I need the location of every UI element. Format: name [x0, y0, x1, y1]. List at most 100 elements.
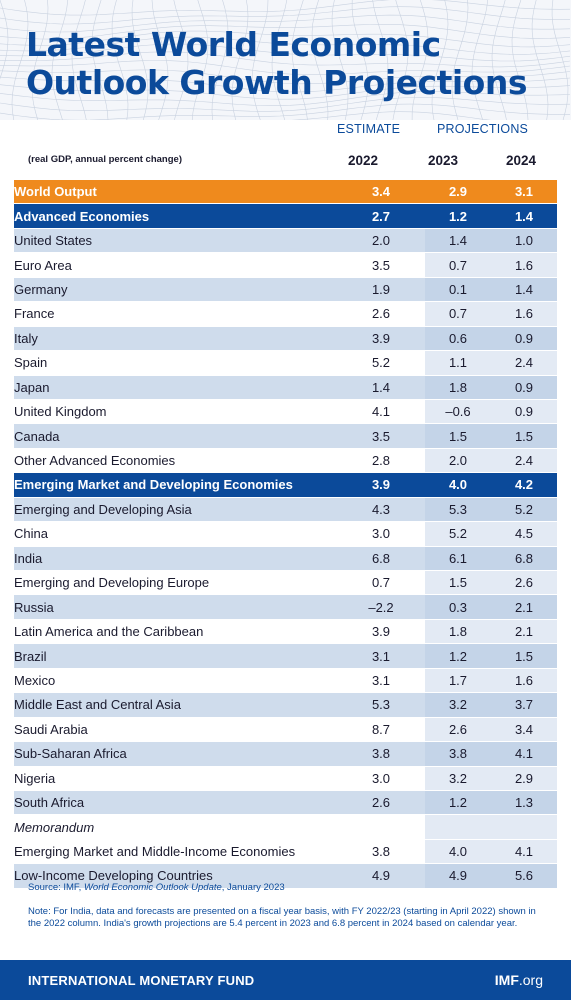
table-row: Euro Area 3.5 0.7 1.6	[14, 252, 557, 278]
mesh-line	[0, 84, 571, 100]
title-line-1: Latest World Economic	[26, 25, 441, 64]
mesh-line	[531, 0, 549, 120]
table-row: Latin America and the Caribbean 3.9 1.8 2.1	[14, 619, 557, 645]
value-2022: 3.1	[337, 668, 425, 694]
site-bold: IMF	[494, 972, 519, 988]
table-row: Low-Income Developing Countries 4.9 4.9 5.6	[14, 863, 557, 889]
value-2024: 2.4	[491, 448, 557, 474]
mesh-line	[451, 0, 469, 120]
row-label: Emerging Market and Middle-Income Econom…	[14, 839, 337, 865]
row-label: United Kingdom	[14, 399, 337, 425]
value-2023: 0.7	[425, 301, 491, 327]
mesh-line	[431, 0, 449, 120]
value-2023: 3.2	[425, 692, 491, 718]
row-label: Emerging Market and Developing Economies	[14, 472, 337, 498]
value-2022: 3.9	[337, 472, 425, 498]
mesh-line	[331, 0, 349, 120]
table-row: Saudi Arabia 8.7 2.6 3.4	[14, 717, 557, 743]
year-2023-header: 2023	[428, 153, 459, 168]
value-2022: 3.0	[337, 521, 425, 547]
value-2024: 1.5	[491, 643, 557, 669]
table-row: Emerging and Developing Europe 0.7 1.5 2.6	[14, 570, 557, 596]
footer-website-link[interactable]: IMF.org	[495, 972, 543, 988]
row-label: India	[14, 546, 337, 572]
value-2023: 3.8	[425, 741, 491, 767]
unit-note: (real GDP, annual percent change)	[28, 154, 182, 165]
table-row: Russia –2.2 0.3 2.1	[14, 594, 557, 620]
table-row: United Kingdom 4.1 –0.6 0.9	[14, 399, 557, 425]
row-label: Italy	[14, 326, 337, 352]
value-2022: 4.3	[337, 497, 425, 523]
row-label: Other Advanced Economies	[14, 448, 337, 474]
mesh-line	[71, 0, 87, 120]
value-2023: 1.2	[425, 643, 491, 669]
value-2022: 6.8	[337, 546, 425, 572]
table-row: China 3.0 5.2 4.5	[14, 521, 557, 547]
row-label: Latin America and the Caribbean	[14, 619, 337, 645]
year-2024-header: 2024	[506, 153, 537, 168]
row-label: Brazil	[14, 643, 337, 669]
value-2024: 1.0	[491, 228, 557, 254]
row-label: Japan	[14, 375, 337, 400]
table-row: Italy 3.9 0.6 0.9	[14, 326, 557, 352]
value-2024: 0.9	[491, 326, 557, 352]
value-2024: 2.6	[491, 570, 557, 596]
mesh-line	[0, 36, 571, 55]
value-2022: 2.0	[337, 228, 425, 254]
value-2023: –0.6	[425, 399, 491, 425]
mesh-line	[392, 0, 409, 120]
value-2023: 5.3	[425, 497, 491, 523]
table-row: World Output 3.4 2.9 3.1	[14, 180, 557, 205]
mesh-line	[511, 0, 529, 120]
value-2024: 1.5	[491, 423, 557, 449]
value-2023: 1.2	[425, 790, 491, 816]
row-label: Russia	[14, 594, 337, 620]
value-2022: 0.7	[337, 570, 425, 596]
mesh-line	[0, 14, 571, 33]
mesh-line	[0, 97, 571, 112]
growth-projections-table: World Output 3.4 2.9 3.1 Advanced Economies 2…	[14, 180, 557, 889]
source-suffix: , January 2023	[221, 882, 285, 893]
value-2023: 3.2	[425, 766, 491, 791]
value-2023: 1.4	[425, 228, 491, 254]
mesh-line	[0, 23, 571, 40]
value-2022: 3.9	[337, 326, 425, 352]
value-2022: 2.7	[337, 203, 425, 229]
mesh-line	[151, 0, 169, 120]
mesh-line	[0, 51, 571, 68]
source-title: World Economic Outlook Update	[83, 882, 222, 893]
mesh-line	[372, 0, 389, 120]
mesh-line	[351, 0, 369, 120]
value-2024: 1.6	[491, 668, 557, 694]
value-2024: 4.1	[491, 839, 557, 865]
mesh-line	[291, 0, 308, 120]
row-label: Emerging and Developing Europe	[14, 570, 337, 596]
value-2022: 2.6	[337, 301, 425, 327]
row-label: Sub-Saharan Africa	[14, 741, 337, 767]
mesh-line	[111, 0, 129, 120]
row-label: China	[14, 521, 337, 547]
value-2022: 3.0	[337, 766, 425, 791]
title-line-2: Outlook Growth Projections	[26, 63, 527, 102]
table-row: United States 2.0 1.4 1.0	[14, 228, 557, 254]
value-2022: 8.7	[337, 717, 425, 743]
value-2022: 5.3	[337, 692, 425, 718]
value-2024: 4.2	[491, 472, 557, 498]
mesh-line	[173, 0, 189, 120]
mesh-line	[31, 0, 49, 120]
value-2024: 2.1	[491, 594, 557, 620]
value-2023: 2.6	[425, 717, 491, 743]
mesh-line	[211, 0, 229, 120]
row-label: Germany	[14, 277, 337, 303]
mesh-line	[0, 0, 9, 80]
projections-header: PROJECTIONS	[437, 122, 529, 136]
value-2023: 0.1	[425, 277, 491, 303]
mesh-line	[251, 0, 269, 120]
header-banner: Latest World Economic Outlook Growth Pro…	[0, 0, 571, 120]
page-title: Latest World Economic Outlook Growth Pro…	[26, 26, 527, 102]
value-2023: 1.5	[425, 423, 491, 449]
source-note: Source: IMF, World Economic Outlook Upda…	[28, 882, 285, 893]
row-label: Low-Income Developing Countries	[14, 863, 337, 889]
value-2022: 3.5	[337, 252, 425, 278]
value-2023: 1.5	[425, 570, 491, 596]
